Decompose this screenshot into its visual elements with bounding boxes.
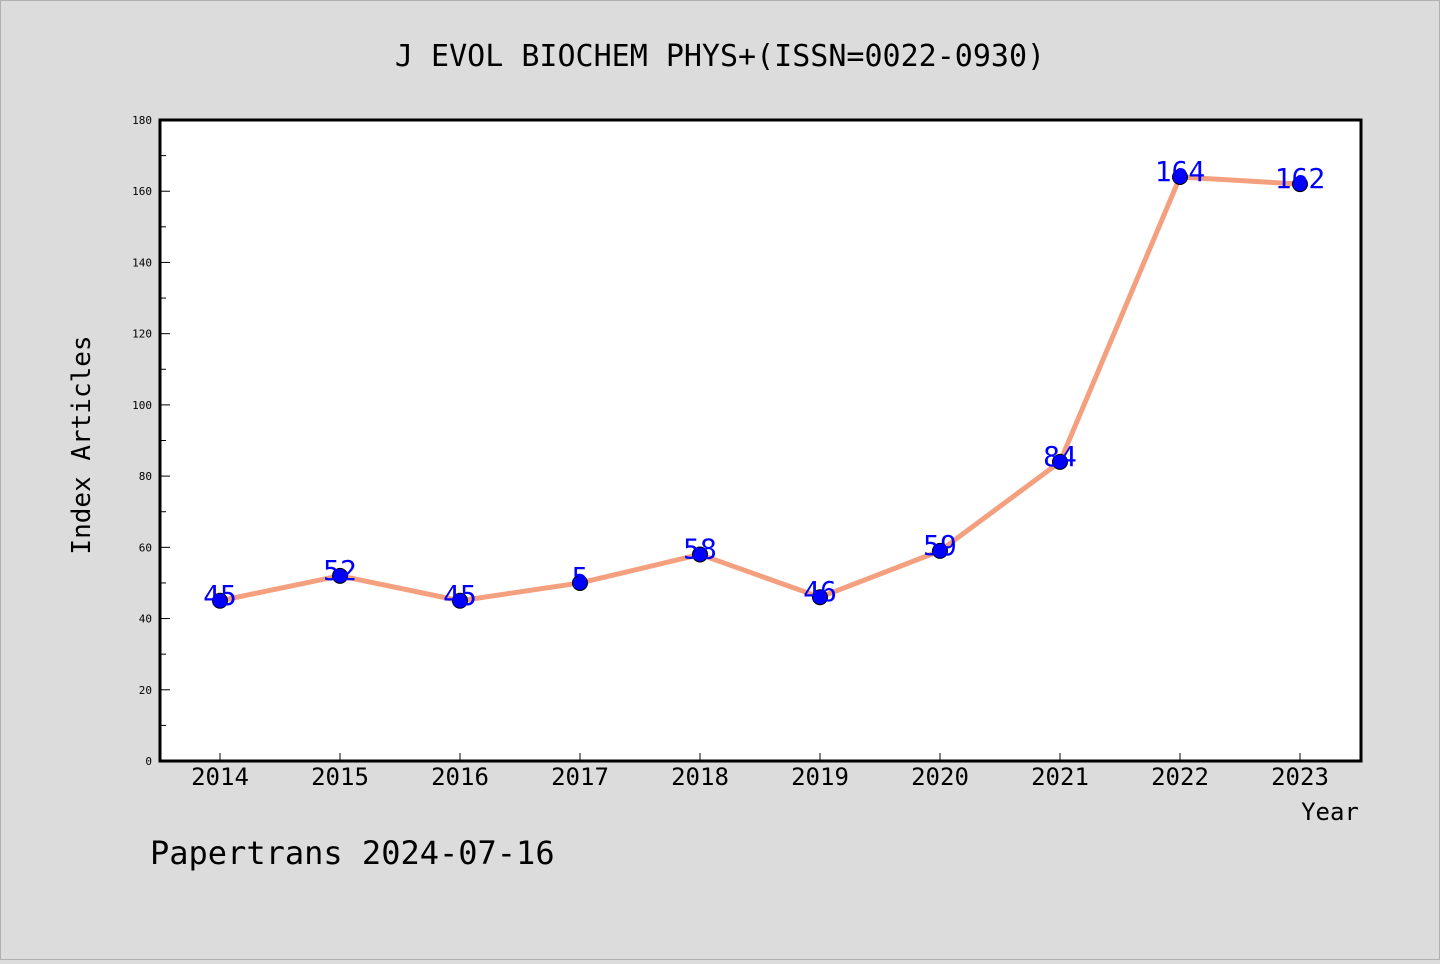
x-tick-label: 2018 <box>671 763 729 791</box>
data-label: 162 <box>1275 162 1326 195</box>
data-label: 52 <box>323 554 357 587</box>
x-tick-label: 2023 <box>1271 763 1329 791</box>
data-point <box>1052 453 1068 470</box>
y-tick-label: 40 <box>139 613 152 626</box>
x-tick-label: 2017 <box>551 763 609 791</box>
data-point <box>1172 168 1188 185</box>
x-tick-label: 2020 <box>911 763 969 791</box>
y-tick-label: 0 <box>145 755 152 768</box>
x-tick-label: 2021 <box>1031 763 1089 791</box>
y-axis-label: Index Articles <box>67 335 97 554</box>
data-label: 58 <box>683 532 717 565</box>
y-tick-label: 180 <box>132 114 152 127</box>
x-tick-label: 2015 <box>311 763 369 791</box>
x-tick-label: 2016 <box>431 763 489 791</box>
data-point <box>932 542 948 559</box>
data-point <box>332 567 348 584</box>
data-point <box>812 589 828 606</box>
data-point <box>212 592 228 609</box>
series-line <box>219 174 1301 604</box>
y-tick-label: 140 <box>132 256 152 269</box>
x-tick-label: 2022 <box>1151 763 1209 791</box>
data-label: 45 <box>203 579 237 612</box>
data-label: 45 <box>443 579 477 612</box>
data-label: 164 <box>1155 155 1206 188</box>
x-tick-label: 2019 <box>791 763 849 791</box>
data-point <box>1292 176 1308 193</box>
plot-border <box>158 118 1363 763</box>
footer-text: Papertrans 2024-07-16 <box>150 834 555 872</box>
x-tick-label: 2014 <box>191 763 249 791</box>
data-label: 5 <box>572 561 589 594</box>
data-label: 59 <box>923 529 957 562</box>
y-tick-label: 80 <box>139 470 152 483</box>
data-label: 46 <box>803 575 837 608</box>
y-tick-label: 100 <box>132 399 152 412</box>
data-point <box>692 546 708 563</box>
y-tick-label: 60 <box>139 541 152 554</box>
data-point <box>572 574 588 591</box>
chart-title: J EVOL BIOCHEM PHYS+(ISSN=0022-0930) <box>395 39 1045 74</box>
x-axis-label: Year <box>1301 798 1359 826</box>
y-tick-label: 120 <box>132 328 152 341</box>
data-label: 84 <box>1043 440 1077 473</box>
data-point <box>452 592 468 609</box>
y-tick-label: 160 <box>132 185 152 198</box>
y-tick-label: 20 <box>139 684 152 697</box>
